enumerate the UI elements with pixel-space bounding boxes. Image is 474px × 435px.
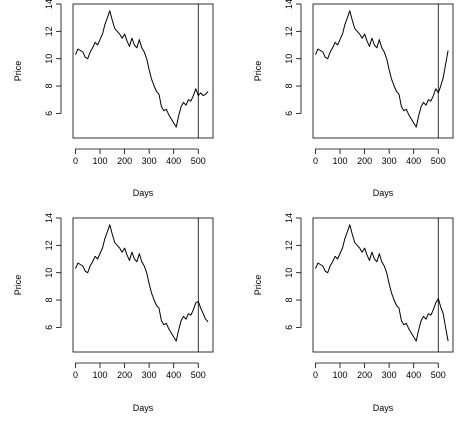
y-axis-title: Price — [253, 61, 263, 82]
y-tick-label: 12 — [44, 240, 54, 250]
y-axis-title: Price — [253, 275, 263, 296]
x-tick-label: 200 — [357, 156, 372, 166]
x-tick-label: 300 — [382, 370, 397, 380]
x-axis-title: Days — [373, 188, 394, 198]
chart-panel-3: 0 100 200 300 400 500 6 8 10 12 14 Days Price — [13, 213, 214, 413]
x-axis-title: Days — [133, 403, 154, 413]
chart-panel-1: 0 100 200 300 400 500 6 8 10 12 14 Days Price — [13, 0, 214, 198]
plot-frame — [312, 217, 454, 353]
x-tick-label: 200 — [117, 370, 132, 380]
y-tick-label: 12 — [44, 26, 54, 36]
y-tick-label: 10 — [44, 268, 54, 278]
y-tick-label: 8 — [284, 298, 294, 303]
x-tick-label: 300 — [142, 156, 157, 166]
y-axis-title: Price — [13, 61, 23, 82]
x-tick-label: 500 — [431, 370, 446, 380]
y-tick-label: 10 — [44, 54, 54, 64]
y-tick-label: 10 — [284, 54, 294, 64]
x-tick-label: 0 — [313, 156, 318, 166]
y-tick-label: 14 — [284, 213, 294, 223]
plot-frame — [312, 3, 454, 139]
price-series-line — [315, 224, 449, 342]
x-tick-label: 0 — [313, 370, 318, 380]
chart-panel-4: 0 100 200 300 400 500 6 8 10 12 14 Days Price — [253, 213, 454, 413]
plot-frame — [72, 3, 214, 139]
x-tick-label: 100 — [333, 370, 348, 380]
x-tick-label: 100 — [93, 156, 108, 166]
y-tick-label: 12 — [284, 26, 294, 36]
y-tick-label: 8 — [44, 84, 54, 89]
y-tick-label: 8 — [44, 298, 54, 303]
y-tick-label: 6 — [284, 325, 294, 330]
x-tick-label: 200 — [117, 156, 132, 166]
x-axis-title: Days — [373, 403, 394, 413]
y-tick-label: 14 — [44, 213, 54, 223]
x-tick-label: 400 — [166, 370, 181, 380]
x-tick-label: 100 — [93, 370, 108, 380]
x-tick-label: 0 — [73, 370, 78, 380]
x-tick-label: 500 — [191, 370, 206, 380]
x-tick-label: 200 — [357, 370, 372, 380]
y-tick-label: 12 — [284, 240, 294, 250]
x-tick-label: 400 — [406, 370, 421, 380]
y-tick-label: 10 — [284, 268, 294, 278]
x-tick-label: 300 — [382, 156, 397, 166]
x-tick-label: 400 — [166, 156, 181, 166]
x-tick-label: 500 — [191, 156, 206, 166]
x-tick-label: 100 — [333, 156, 348, 166]
y-tick-label: 14 — [44, 0, 54, 9]
x-axis-title: Days — [133, 188, 154, 198]
chart-panel-2: 0 100 200 300 400 500 6 8 10 12 14 Days Price — [253, 0, 454, 198]
price-series-line — [75, 224, 209, 342]
x-tick-label: 400 — [406, 156, 421, 166]
price-series-line — [75, 10, 209, 128]
y-tick-label: 14 — [284, 0, 294, 9]
y-tick-label: 8 — [284, 84, 294, 89]
x-tick-label: 0 — [73, 156, 78, 166]
plot-frame — [72, 217, 214, 353]
price-series-line — [315, 10, 449, 128]
y-axis-title: Price — [13, 275, 23, 296]
x-tick-label: 500 — [431, 156, 446, 166]
y-tick-label: 6 — [284, 111, 294, 116]
x-tick-label: 300 — [142, 370, 157, 380]
y-tick-label: 6 — [44, 111, 54, 116]
y-tick-label: 6 — [44, 325, 54, 330]
